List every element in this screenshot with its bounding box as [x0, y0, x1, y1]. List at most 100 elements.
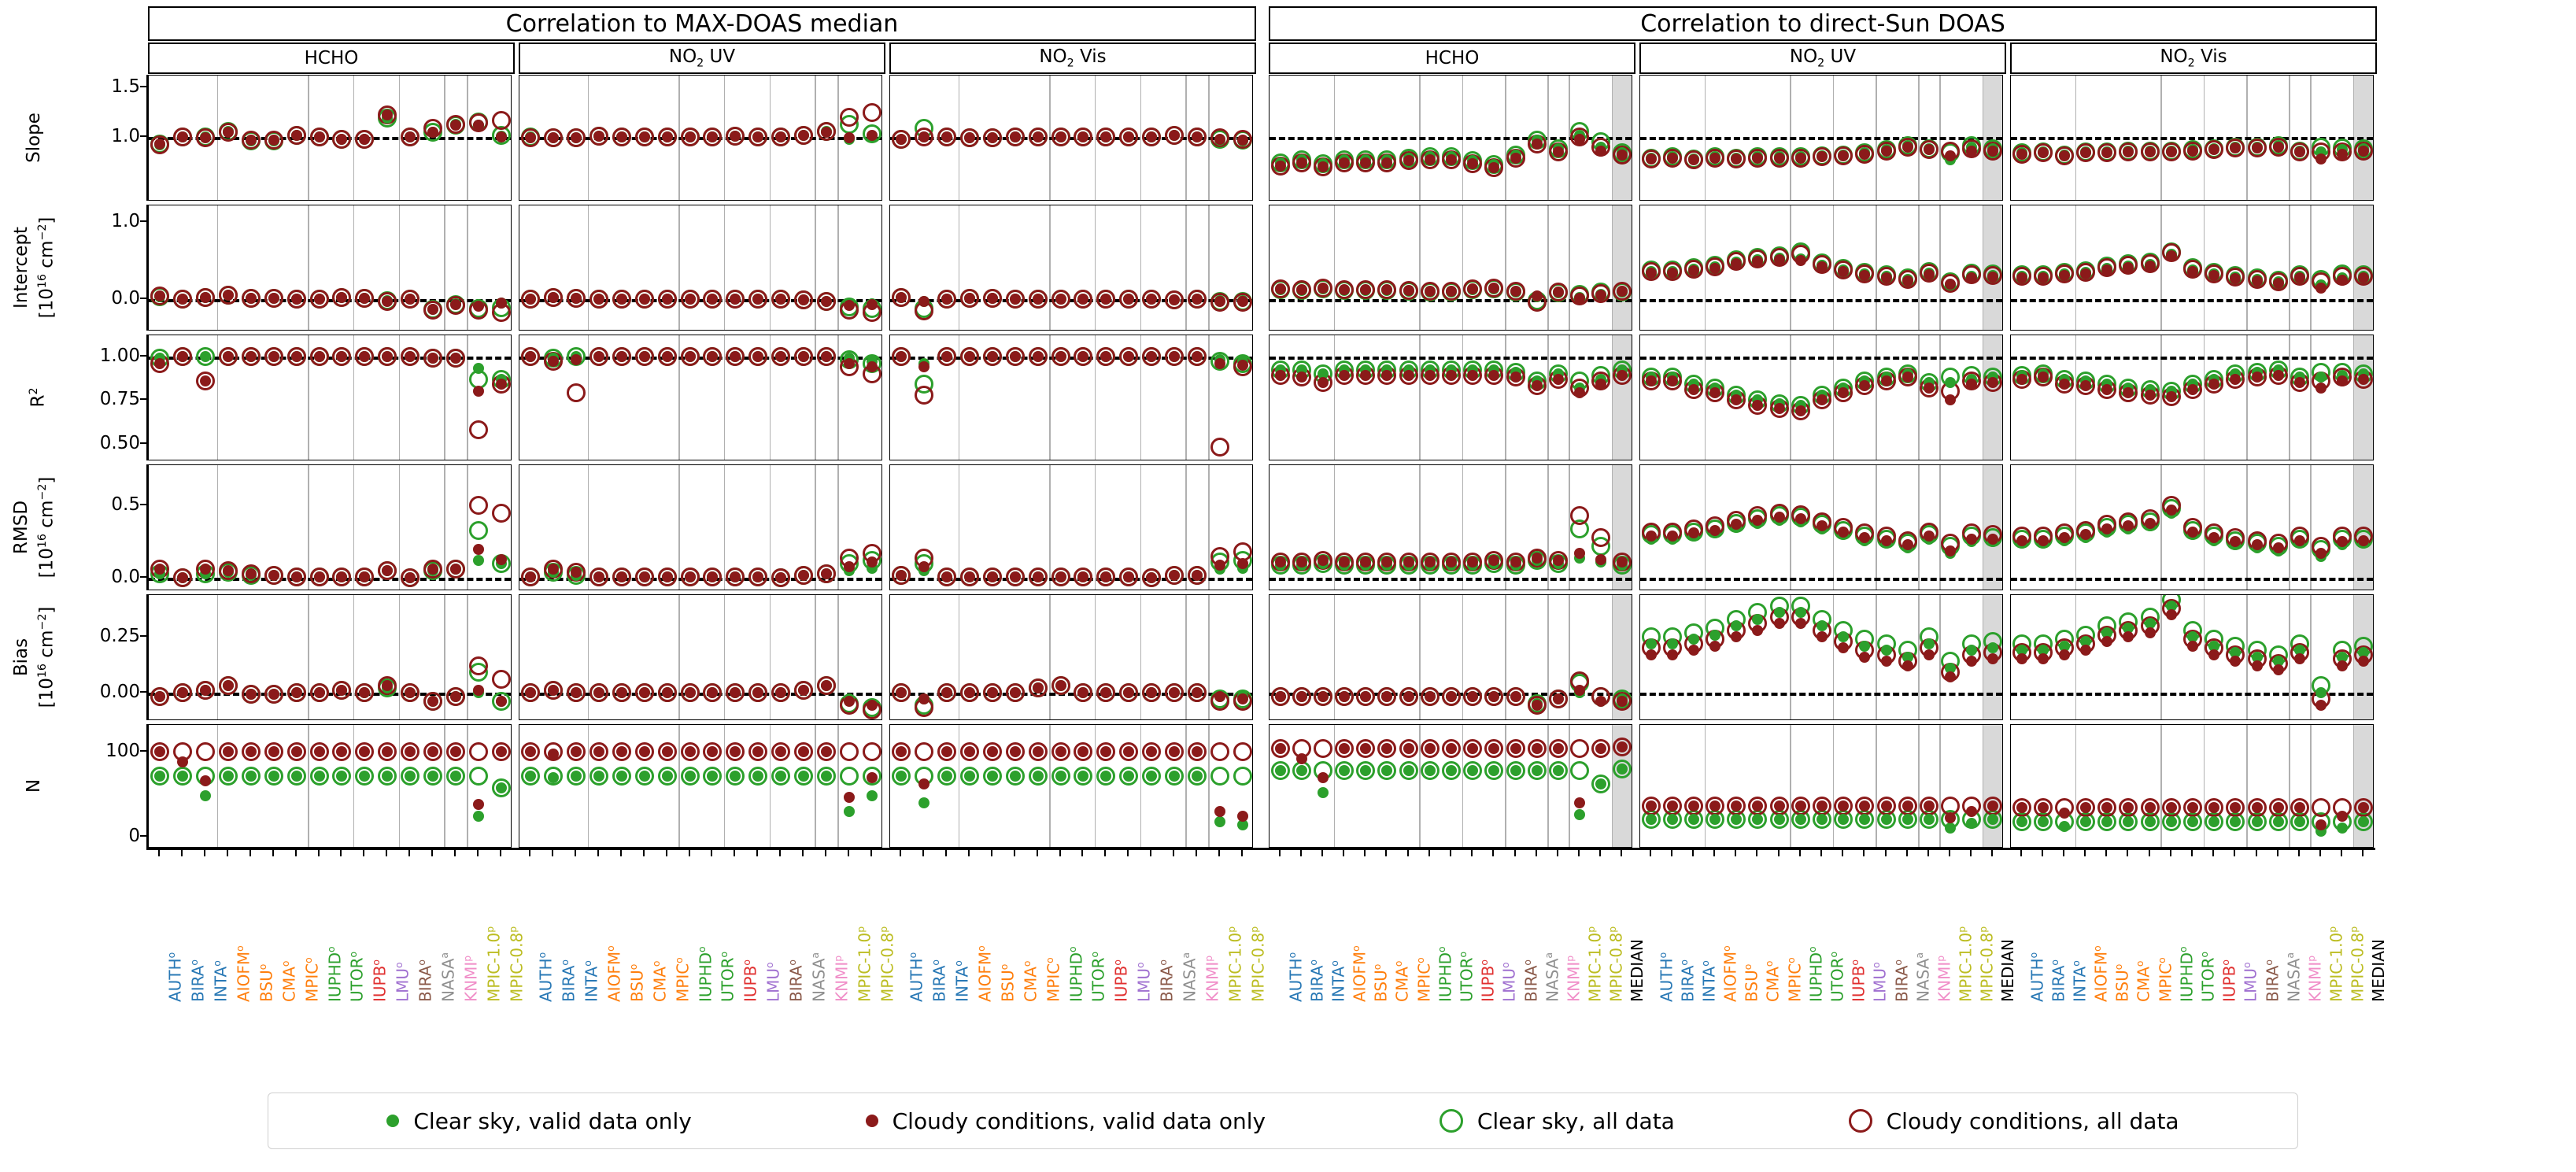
- x-tick-label-BIRA_r-5[interactable]: BIRAo: [2262, 959, 2282, 1002]
- x-tick-label-MPIC-3[interactable]: MPICo: [1414, 957, 1434, 1002]
- x-tick-label-AIOFM-0[interactable]: AIOFMo: [234, 945, 253, 1002]
- x-tick-label-LMU-2[interactable]: LMUo: [1134, 962, 1154, 1002]
- x-tick-label-IUPB-0[interactable]: IUPBo: [370, 959, 390, 1002]
- x-tick-label-IUPHD-2[interactable]: IUPHDo: [1066, 946, 1086, 1002]
- x-tick-label-KNMI-0[interactable]: KNMIp: [460, 955, 481, 1002]
- x-tick-label-INTA-4[interactable]: INTAo: [1698, 960, 1719, 1002]
- x-tick-label-IUPB-3[interactable]: IUPBo: [1478, 959, 1498, 1002]
- x-tick-label-KNMI-1[interactable]: KNMIp: [831, 955, 852, 1002]
- x-tick-label-MPIC10-4[interactable]: MPIC-1.0p: [1956, 926, 1975, 1002]
- x-tick-label-NASA-0[interactable]: NASAa: [438, 952, 458, 1002]
- x-tick-label-MPIC10-5[interactable]: MPIC-1.0p: [2327, 926, 2346, 1002]
- x-tick-label-KNMI-3[interactable]: KNMIp: [1563, 955, 1584, 1002]
- x-tick-label-LMU-5[interactable]: LMUo: [2241, 962, 2260, 1002]
- x-tick-label-BSU-3[interactable]: BSUo: [1371, 963, 1391, 1002]
- x-tick-label-AUTH-0[interactable]: AUTHo: [165, 952, 186, 1002]
- x-tick-label-INTA-3[interactable]: INTAo: [1328, 960, 1348, 1002]
- x-tick-label-IUPHD-5[interactable]: IUPHDo: [2176, 946, 2197, 1002]
- x-tick-label-KNMI-2[interactable]: KNMIp: [1202, 955, 1222, 1002]
- x-tick-label-CMA-0[interactable]: CMAo: [279, 960, 299, 1003]
- x-tick-label-NASA-3[interactable]: NASAa: [1542, 952, 1562, 1002]
- x-tick-label-CMA-4[interactable]: CMAo: [1763, 960, 1783, 1003]
- x-tick-label-NASA-2[interactable]: NASAa: [1179, 952, 1199, 1002]
- x-tick-label-AUTH-2[interactable]: AUTHo: [907, 952, 927, 1002]
- x-tick-label-MPIC-1[interactable]: MPICo: [672, 957, 693, 1002]
- x-tick-label-BIRA_r-2[interactable]: BIRAo: [1157, 959, 1177, 1002]
- x-tick-label-KNMI-5[interactable]: KNMIp: [2304, 955, 2325, 1002]
- x-tick-label-INTA-1[interactable]: INTAo: [582, 960, 601, 1002]
- x-tick-label-MPIC10-0[interactable]: MPIC-1.0p: [483, 926, 504, 1002]
- x-tick-label-MPIC-5[interactable]: MPICo: [2155, 957, 2175, 1002]
- x-tick-label-UTOR-1[interactable]: UTORo: [718, 951, 738, 1002]
- x-tick-label-MPIC10-2[interactable]: MPIC-1.0p: [1225, 926, 1245, 1002]
- x-tick-label-LMU-0[interactable]: LMUo: [393, 962, 412, 1002]
- x-tick-label-BIRA_b-0[interactable]: BIRAo: [188, 959, 208, 1002]
- x-tick-label-MEDIAN-5[interactable]: MEDIAN: [2369, 939, 2389, 1002]
- x-tick-label-UTOR-3[interactable]: UTORo: [1457, 951, 1476, 1002]
- x-tick-label-IUPHD-0[interactable]: IUPHDo: [324, 946, 345, 1002]
- x-tick-label-BIRA_r-1[interactable]: BIRAo: [786, 959, 806, 1002]
- x-tick-label-INTA-0[interactable]: INTAo: [211, 960, 231, 1002]
- x-tick-label-KNMI-4[interactable]: KNMIp: [1934, 955, 1954, 1002]
- x-tick-label-IUPHD-3[interactable]: IUPHDo: [1435, 946, 1455, 1002]
- x-tick-label-BIRA_r-3[interactable]: BIRAo: [1521, 959, 1541, 1002]
- x-tick-label-BSU-1[interactable]: BSUo: [626, 963, 647, 1002]
- x-tick-label-MPIC08-5[interactable]: MPIC-0.8p: [2348, 926, 2367, 1002]
- x-tick-label-BSU-4[interactable]: BSUo: [1742, 963, 1761, 1002]
- x-tick-label-BIRA_r-4[interactable]: BIRAo: [1891, 959, 1912, 1002]
- x-tick-label-UTOR-4[interactable]: UTORo: [1828, 951, 1847, 1002]
- x-tick-label-CMA-5[interactable]: CMAo: [2134, 960, 2154, 1003]
- x-tick-label-AIOFM-4[interactable]: AIOFMo: [1720, 945, 1740, 1002]
- x-tick-label-MPIC-2[interactable]: MPICo: [1043, 957, 1063, 1002]
- x-tick-label-MPIC-4[interactable]: MPICo: [1784, 957, 1805, 1002]
- x-tick-label-MPIC10-1[interactable]: MPIC-1.0p: [854, 926, 874, 1002]
- x-tick-label-BIRA_b-5[interactable]: BIRAo: [2048, 959, 2068, 1002]
- x-tick-label-LMU-3[interactable]: LMUo: [1499, 962, 1519, 1002]
- x-tick-label-IUPB-4[interactable]: IUPBo: [1849, 959, 1868, 1002]
- x-tick-label-BSU-0[interactable]: BSUo: [256, 963, 276, 1002]
- x-tick-label-AIOFM-1[interactable]: AIOFMo: [604, 945, 624, 1002]
- x-tick-label-MEDIAN-3[interactable]: MEDIAN: [1628, 939, 1647, 1002]
- x-tick-label-MPIC08-2[interactable]: MPIC-0.8p: [1247, 926, 1268, 1002]
- x-tick-label-BIRA_b-3[interactable]: BIRAo: [1306, 959, 1327, 1002]
- x-tick-label-AIOFM-3[interactable]: AIOFMo: [1350, 945, 1369, 1002]
- x-tick-label-UTOR-5[interactable]: UTORo: [2198, 951, 2218, 1002]
- x-tick-label-MEDIAN-4[interactable]: MEDIAN: [1998, 939, 2018, 1002]
- x-tick-label-CMA-3[interactable]: CMAo: [1392, 960, 1413, 1003]
- x-tick-label-INTA-2[interactable]: INTAo: [952, 960, 972, 1002]
- x-tick-label-MPIC08-1[interactable]: MPIC-0.8p: [877, 926, 897, 1002]
- x-tick-label-LMU-4[interactable]: LMUo: [1870, 962, 1890, 1002]
- x-tick-label-MPIC08-4[interactable]: MPIC-0.8p: [1977, 926, 1997, 1002]
- x-tick-label-IUPB-5[interactable]: IUPBo: [2219, 959, 2239, 1002]
- x-tick-label-MPIC08-3[interactable]: MPIC-0.8p: [1606, 926, 1626, 1002]
- x-tick-label-BSU-5[interactable]: BSUo: [2112, 963, 2132, 1002]
- x-tick-label-LMU-1[interactable]: LMUo: [763, 962, 783, 1002]
- x-tick-label-BIRA_r-0[interactable]: BIRAo: [416, 959, 435, 1002]
- x-tick-label-AUTH-5[interactable]: AUTHo: [2027, 952, 2047, 1002]
- x-tick-label-IUPHD-1[interactable]: IUPHDo: [695, 946, 715, 1002]
- x-tick-label-MPIC08-0[interactable]: MPIC-0.8p: [506, 926, 527, 1002]
- x-tick-label-UTOR-0[interactable]: UTORo: [347, 951, 368, 1002]
- x-tick-label-NASA-4[interactable]: NASAa: [1913, 952, 1933, 1002]
- x-tick-label-MPIC10-3[interactable]: MPIC-1.0p: [1585, 926, 1605, 1002]
- x-tick-label-BIRA_b-4[interactable]: BIRAo: [1677, 959, 1698, 1002]
- x-tick-label-INTA-5[interactable]: INTAo: [2069, 960, 2090, 1002]
- x-tick-label-AUTH-1[interactable]: AUTHo: [536, 952, 556, 1002]
- x-tick-label-AUTH-3[interactable]: AUTHo: [1285, 952, 1306, 1002]
- x-tick-label-BIRA_b-2[interactable]: BIRAo: [930, 959, 949, 1002]
- x-tick-label-MPIC-0[interactable]: MPICo: [301, 957, 322, 1002]
- x-tick-label-IUPB-1[interactable]: IUPBo: [741, 959, 760, 1002]
- x-tick-label-UTOR-2[interactable]: UTORo: [1088, 951, 1109, 1002]
- x-tick-label-NASA-5[interactable]: NASAa: [2283, 952, 2304, 1002]
- x-tick-label-AIOFM-2[interactable]: AIOFMo: [975, 945, 995, 1002]
- x-tick-label-BSU-2[interactable]: BSUo: [997, 963, 1018, 1002]
- x-tick-label-AIOFM-5[interactable]: AIOFMo: [2091, 945, 2111, 1002]
- x-tick-label-CMA-1[interactable]: CMAo: [649, 960, 670, 1003]
- x-tick-label-IUPHD-4[interactable]: IUPHDo: [1805, 946, 1826, 1002]
- x-tick-label-IUPB-2[interactable]: IUPBo: [1111, 959, 1131, 1002]
- x-tick-label-AUTH-4[interactable]: AUTHo: [1656, 952, 1676, 1002]
- x-tick-label-CMA-2[interactable]: CMAo: [1020, 960, 1040, 1003]
- x-tick-label-BIRA_b-1[interactable]: BIRAo: [559, 959, 578, 1002]
- x-tick-label-NASA-1[interactable]: NASAa: [808, 952, 829, 1002]
- marker-cloudy-valid: [1274, 743, 1286, 755]
